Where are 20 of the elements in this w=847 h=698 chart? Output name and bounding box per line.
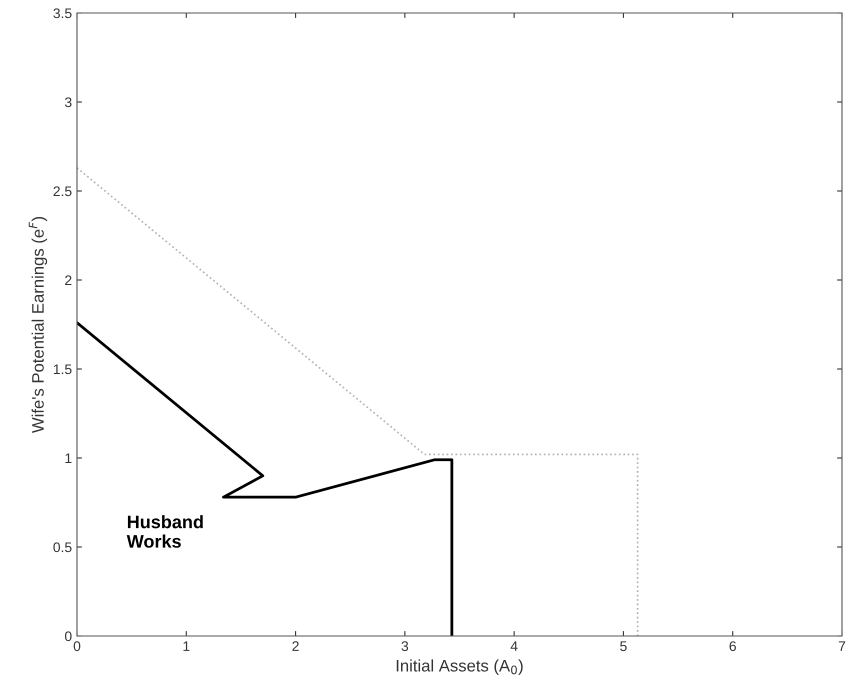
y-tick-label: 2 <box>65 275 72 286</box>
y-tick-label: 3 <box>64 97 72 108</box>
y-tick-label: 0 <box>64 631 72 642</box>
y-axis-title: Wife's Potential Earnings (e$^{F}$) <box>28 217 48 434</box>
x-tick-label: 0 <box>74 641 80 652</box>
y-tick-label: 2.5 <box>54 186 72 196</box>
x-tick-label: 3 <box>402 641 408 652</box>
y-tick-label: 1.5 <box>54 364 72 374</box>
line-series <box>77 321 454 636</box>
x-tick-label: 1 <box>183 641 190 651</box>
y-tick-label: 0.5 <box>53 542 72 552</box>
annotation: Husband Works <box>126 515 203 548</box>
x-axis-title: Initial Assets (A$_{0}$) <box>396 659 523 675</box>
x-tick-label: 6 <box>730 641 736 652</box>
x-tick-label: 5 <box>620 641 627 652</box>
x-tick-label: 7 <box>838 641 846 651</box>
x-tick-label: 4 <box>510 641 518 651</box>
y-tick-label: 3.5 <box>53 8 72 18</box>
x-tick-label: 2 <box>292 641 299 651</box>
y-tick-label: 1 <box>65 453 72 464</box>
